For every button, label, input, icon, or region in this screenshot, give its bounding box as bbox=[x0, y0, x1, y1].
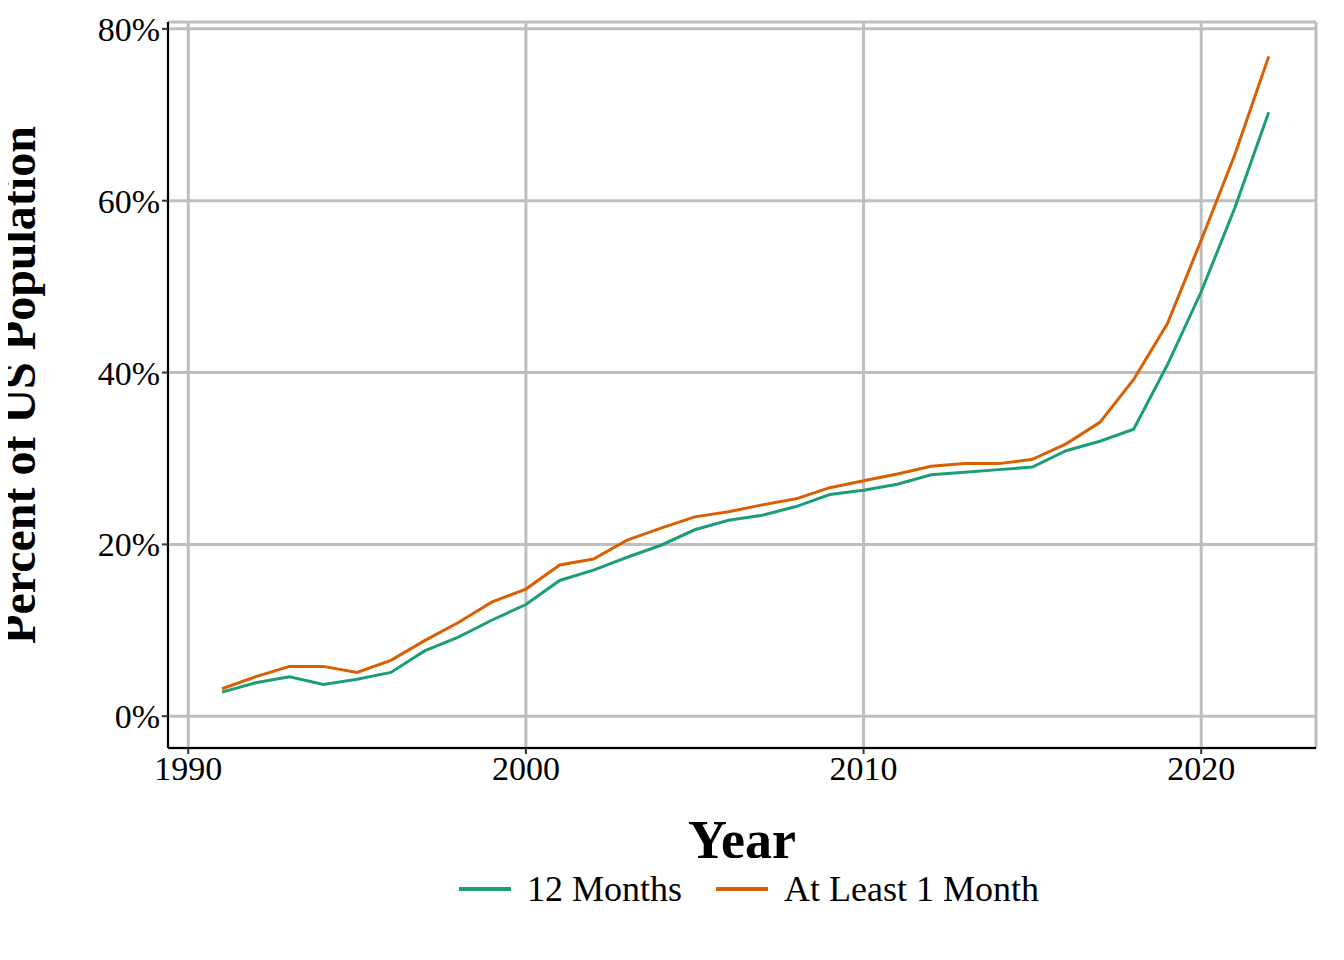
svg-text:60%: 60% bbox=[98, 183, 160, 220]
svg-text:Year: Year bbox=[688, 810, 796, 858]
svg-text:2020: 2020 bbox=[1167, 750, 1235, 787]
svg-text:Percent of US Population: Percent of US Population bbox=[8, 126, 45, 644]
svg-text:80%: 80% bbox=[98, 11, 160, 48]
svg-text:0%: 0% bbox=[115, 698, 160, 735]
svg-text:2010: 2010 bbox=[830, 750, 898, 787]
html-text:12 Months: 12 Months bbox=[527, 869, 682, 909]
html-text:At Least 1 Month: At Least 1 Month bbox=[784, 869, 1039, 909]
svg-text:20%: 20% bbox=[98, 526, 160, 563]
svg-text:1990: 1990 bbox=[154, 750, 222, 787]
svg-text:40%: 40% bbox=[98, 355, 160, 392]
svg-text:2000: 2000 bbox=[492, 750, 560, 787]
